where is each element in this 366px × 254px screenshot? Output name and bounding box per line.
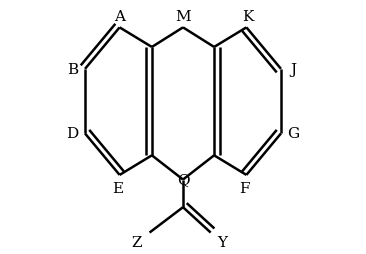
Text: F: F: [239, 181, 250, 195]
Text: Q: Q: [177, 173, 189, 187]
Text: E: E: [112, 181, 123, 195]
Text: K: K: [243, 10, 254, 24]
Text: J: J: [291, 63, 297, 76]
Text: A: A: [114, 10, 125, 24]
Text: B: B: [67, 63, 78, 76]
Text: D: D: [66, 127, 78, 141]
Text: G: G: [288, 127, 300, 141]
Text: Z: Z: [132, 235, 142, 249]
Text: Y: Y: [217, 235, 227, 249]
Text: M: M: [175, 10, 191, 24]
